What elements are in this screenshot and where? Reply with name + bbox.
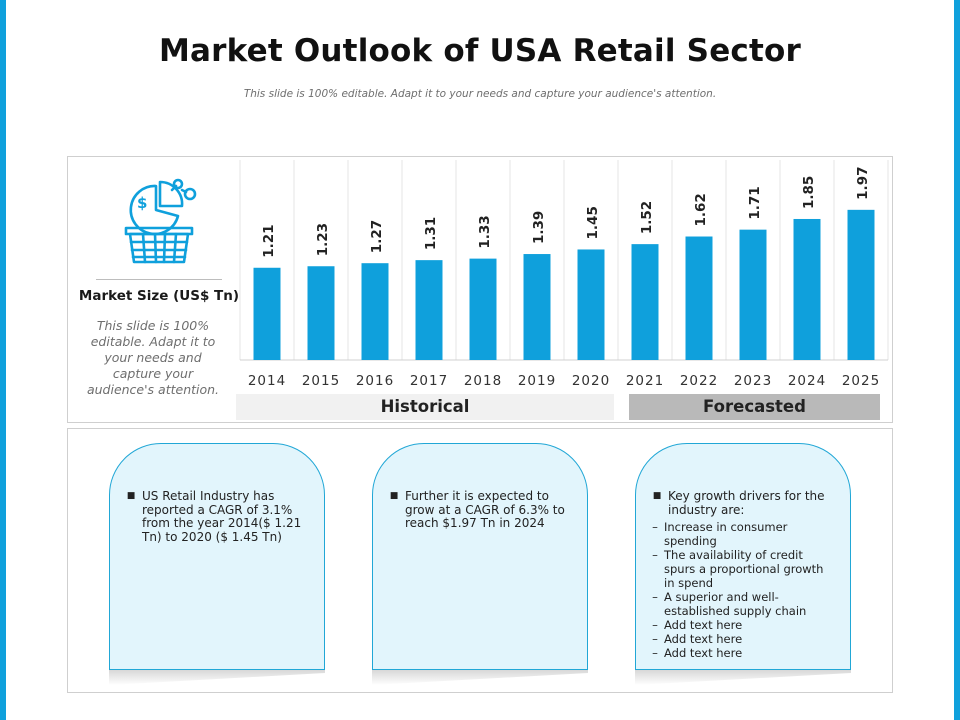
list-item: – Add text here — [646, 632, 836, 646]
data-label-2023: 1.71 — [747, 186, 763, 219]
data-label-2024: 1.85 — [801, 176, 817, 209]
card-bullet-text: Further it is expected to grow at a CAGR… — [405, 489, 565, 530]
square-bullet-icon: ■ — [652, 491, 662, 501]
page-subtitle: This slide is 100% editable. Adapt it to… — [243, 88, 717, 100]
bar-2023 — [739, 229, 767, 360]
tick-label-2018: 2018 — [464, 373, 502, 389]
insights-frame — [67, 428, 893, 693]
dash-bullet-icon: – — [652, 646, 658, 660]
bar-2017 — [415, 260, 443, 360]
bar-2024 — [793, 218, 821, 360]
bar-2018 — [469, 258, 497, 360]
tick-label-2019: 2019 — [518, 373, 556, 389]
tick-label-2024: 2024 — [788, 373, 826, 389]
tick-label-2016: 2016 — [356, 373, 394, 389]
card-bullet: ■ Key growth drivers for the industry ar… — [646, 489, 836, 517]
data-label-2015: 1.23 — [315, 223, 331, 256]
tick-label-2015: 2015 — [302, 373, 340, 389]
dash-bullet-icon: – — [652, 520, 658, 534]
data-label-2025: 1.97 — [855, 167, 871, 200]
retail-basket-pie-chart-icon: $ — [120, 178, 200, 266]
list-item: – A superior and well-established supply … — [646, 590, 836, 618]
insight-card-1: ■ US Retail Industry has reported a CAGR… — [109, 443, 325, 685]
card-bullet: ■ Further it is expected to grow at a CA… — [383, 489, 573, 531]
card-bullet-text: US Retail Industry has reported a CAGR o… — [142, 489, 302, 544]
tick-label-2025: 2025 — [842, 373, 880, 389]
dash-bullet-icon: – — [652, 632, 658, 646]
data-label-2021: 1.52 — [639, 201, 655, 234]
growth-drivers-list: – Increase in consumer spending – The avai… — [646, 520, 836, 660]
tick-label-2017: 2017 — [410, 373, 448, 389]
list-item: – Increase in consumer spending — [646, 520, 836, 548]
bar-2025 — [847, 209, 875, 360]
data-label-2017: 1.31 — [423, 217, 439, 250]
bar-2015 — [307, 266, 335, 360]
tick-label-2020: 2020 — [572, 373, 610, 389]
forecasted-band: Forecasted — [629, 394, 880, 420]
tick-label-2023: 2023 — [734, 373, 772, 389]
tick-label-2014: 2014 — [248, 373, 286, 389]
square-bullet-icon: ■ — [126, 491, 136, 501]
market-size-description: This slide is 100% editable. Adapt it to… — [86, 318, 220, 397]
data-label-2022: 1.62 — [693, 193, 709, 226]
dash-bullet-icon: – — [652, 548, 658, 562]
bar-2019 — [523, 254, 551, 360]
market-size-bar-chart: 1.21 2014 1.23 2015 1.27 2016 1.31 2017 1.33 2018… — [239, 160, 889, 389]
bar-2020 — [577, 249, 605, 360]
bar-2016 — [361, 263, 389, 360]
tick-label-2021: 2021 — [626, 373, 664, 389]
list-item: – Add text here — [646, 646, 836, 660]
chart-frame — [67, 156, 893, 423]
bar-2014 — [253, 267, 281, 360]
dash-bullet-icon: – — [652, 590, 658, 604]
data-label-2014: 1.21 — [261, 224, 277, 257]
left-accent-strip — [0, 0, 6, 720]
tick-label-2022: 2022 — [680, 373, 718, 389]
list-item: – Add text here — [646, 618, 836, 632]
bar-2021 — [631, 244, 659, 360]
page-title: Market Outlook of USA Retail Sector — [158, 33, 801, 69]
market-size-label: Market Size (US$ Tn) — [78, 288, 240, 304]
list-item: – The availability of credit spurs a prop… — [646, 548, 836, 590]
data-label-2019: 1.39 — [531, 211, 547, 244]
insight-card-3: ■ Key growth drivers for the industry ar… — [635, 443, 851, 685]
svg-text:$: $ — [137, 194, 147, 212]
dash-bullet-icon: – — [652, 618, 658, 632]
data-label-2018: 1.33 — [477, 215, 493, 248]
right-accent-strip — [954, 0, 960, 720]
card-bullet-text: Key growth drivers for the industry are: — [668, 489, 825, 517]
data-label-2020: 1.45 — [585, 206, 601, 239]
square-bullet-icon: ■ — [389, 491, 399, 501]
card-bullet: ■ US Retail Industry has reported a CAGR… — [120, 489, 310, 544]
historical-band: Historical — [236, 394, 614, 420]
bar-2022 — [685, 236, 713, 360]
insight-card-2: ■ Further it is expected to grow at a CA… — [372, 443, 588, 685]
side-divider — [96, 279, 222, 280]
data-label-2016: 1.27 — [369, 220, 385, 253]
